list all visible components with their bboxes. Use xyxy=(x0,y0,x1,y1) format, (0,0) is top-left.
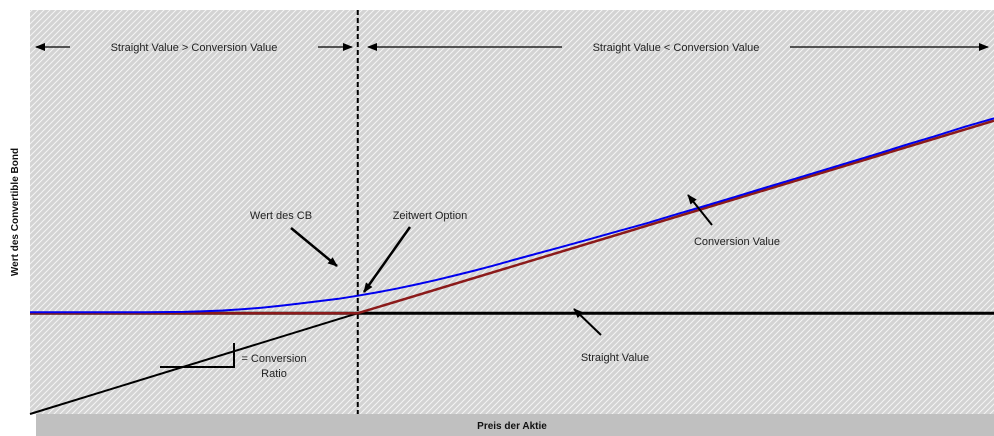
left-region-label: Straight Value > Conversion Value xyxy=(111,42,278,54)
y-axis-label: Wert des Convertible Bond xyxy=(10,148,21,276)
right-region-label: Straight Value < Conversion Value xyxy=(593,42,760,54)
x-axis-label: Preis der Aktie xyxy=(477,421,547,432)
zeitwert-label: Zeitwert Option xyxy=(393,210,468,222)
conversion-ratio-triangle xyxy=(160,343,235,368)
conversion-ratio-label-1: = Conversion xyxy=(241,353,306,365)
conversion-ratio-line xyxy=(29,312,359,415)
conversion-value-arrow xyxy=(687,194,713,226)
straight-value-label: Straight Value xyxy=(581,352,649,364)
straight-value-arrow xyxy=(573,308,602,336)
zeitwert-arrow xyxy=(362,226,412,293)
plot-area xyxy=(30,10,994,414)
wert-cb-arrow xyxy=(290,227,338,267)
cb-value-line xyxy=(30,117,994,314)
wert-cb-label: Wert des CB xyxy=(250,210,312,222)
conversion-value-label: Conversion Value xyxy=(694,236,780,248)
conversion-ratio-label-2: Ratio xyxy=(261,368,287,380)
